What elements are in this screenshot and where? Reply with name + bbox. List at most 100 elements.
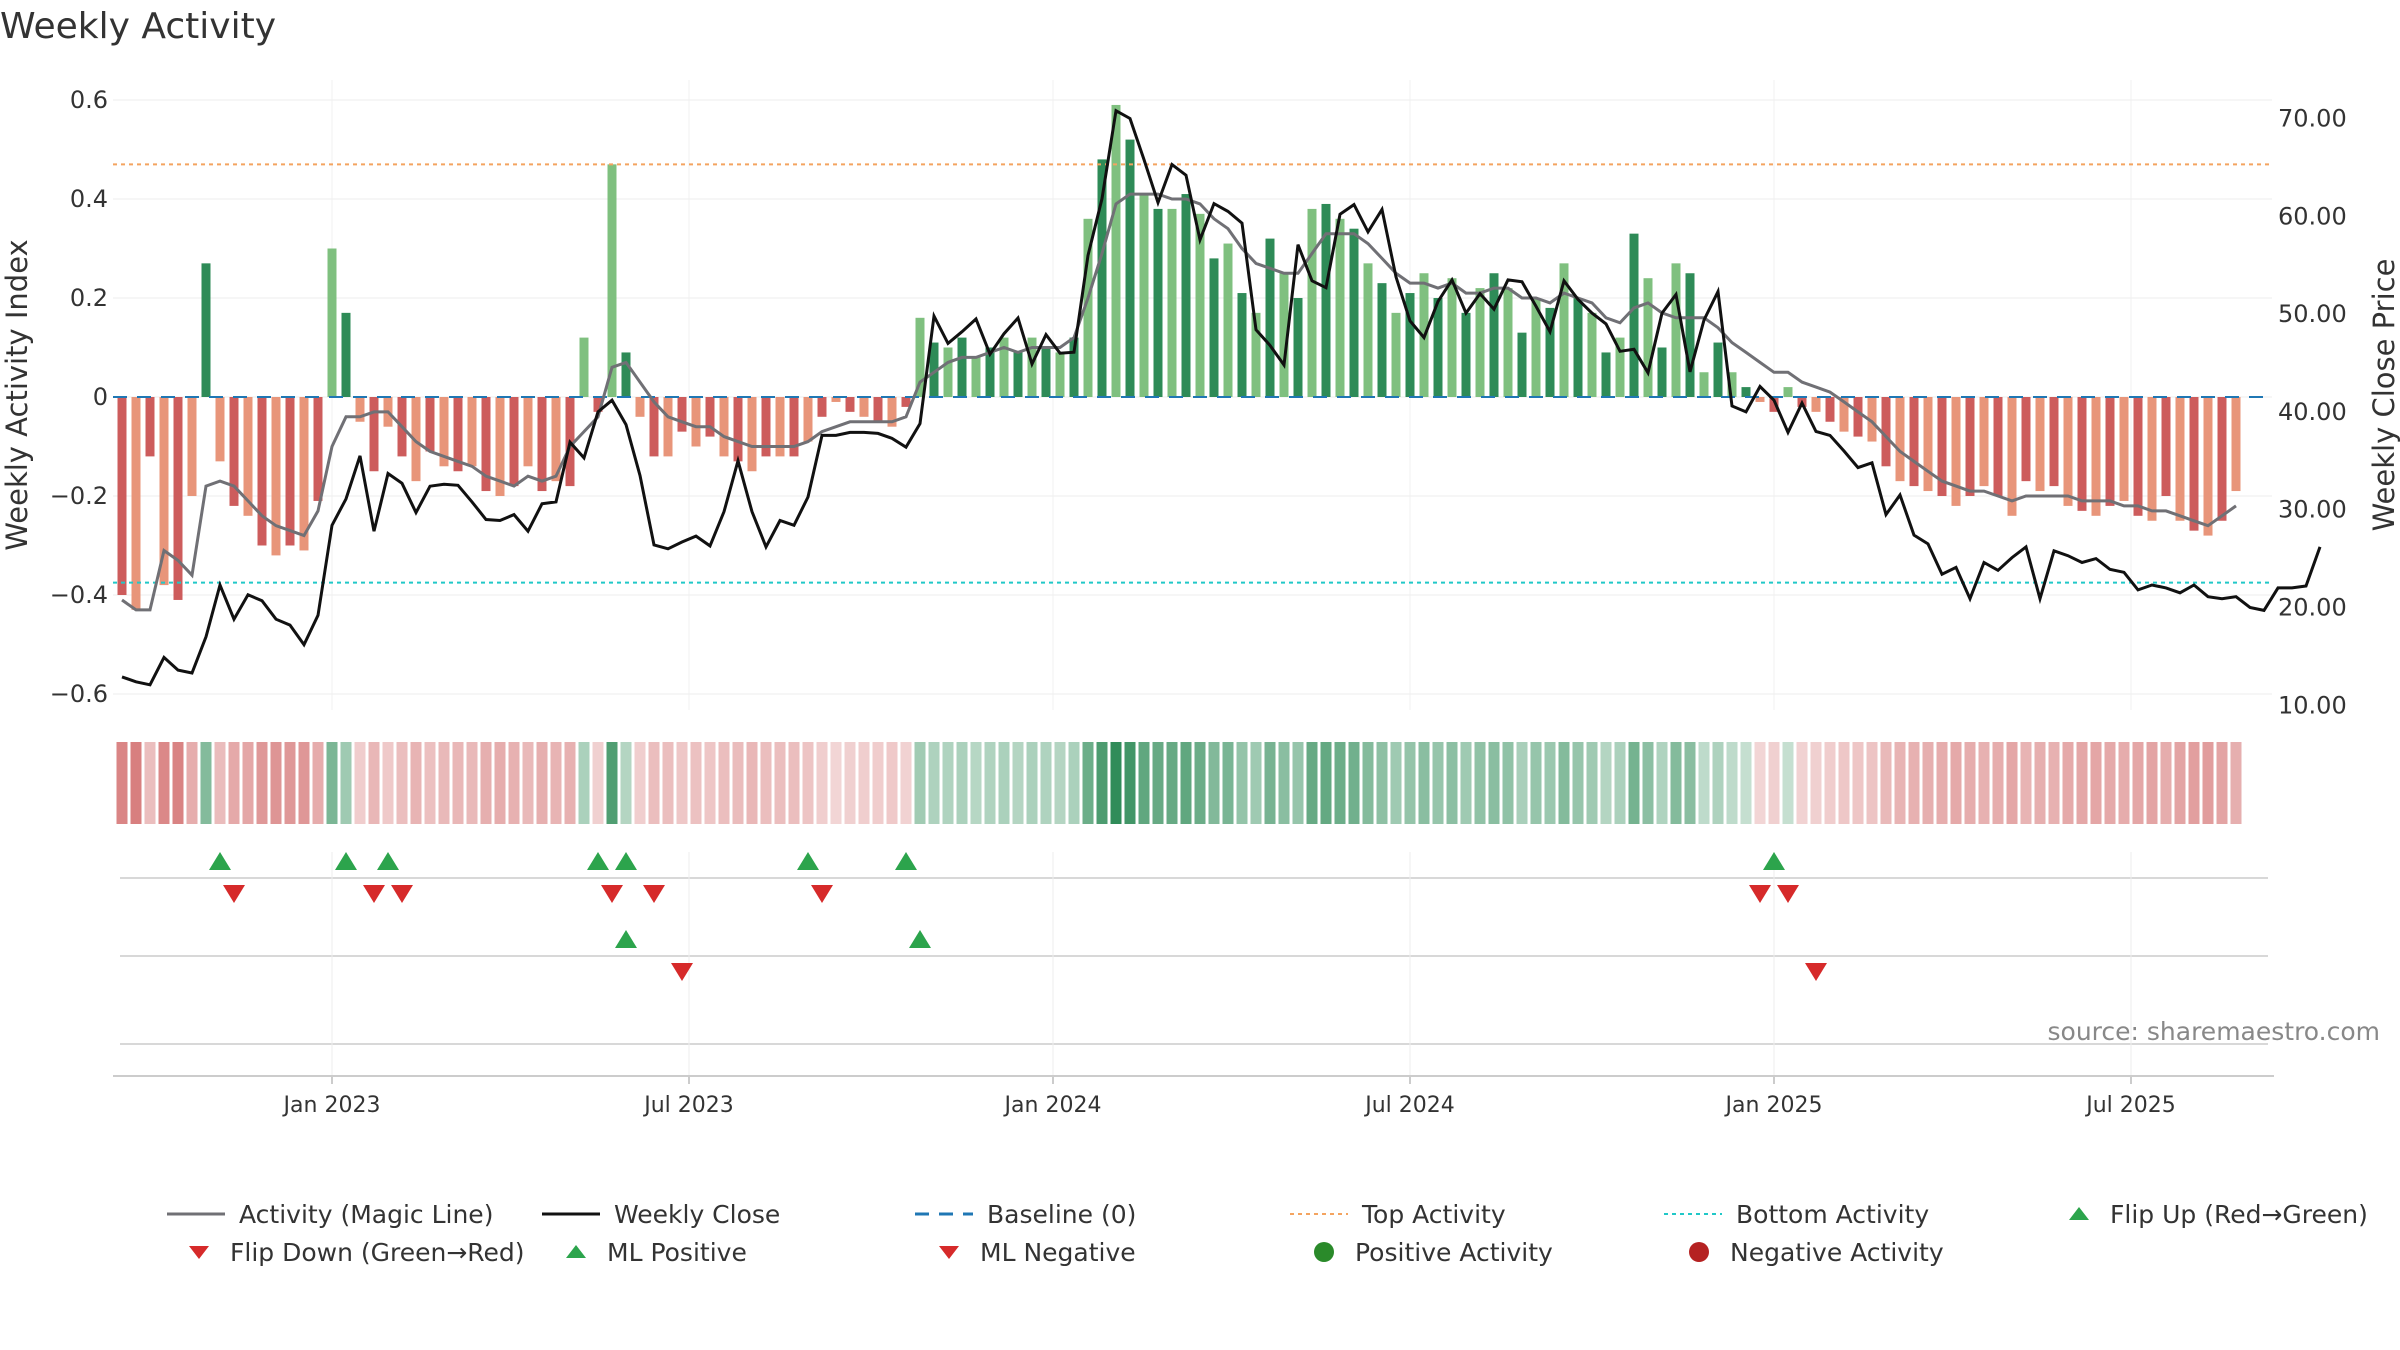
activity-bar: [425, 397, 435, 452]
heat-strip-cell: [186, 742, 198, 824]
activity-bar: [1433, 298, 1443, 397]
legend-label: Baseline (0): [987, 1199, 1137, 1229]
heat-strip-cell: [2020, 742, 2032, 824]
activity-bar: [1307, 208, 1317, 397]
heat-strip-cell: [564, 742, 576, 824]
heat-strip-cell: [1404, 742, 1416, 824]
heat-strip-cell: [2062, 742, 2074, 824]
activity-bar: [1097, 159, 1107, 397]
heat-strip-cell: [228, 742, 240, 824]
heat-strip-cell: [242, 742, 254, 824]
activity-bar: [2161, 397, 2171, 496]
activity-bar: [2175, 397, 2185, 521]
heat-strip-cell: [1530, 742, 1542, 824]
x-tick-label: Jan 2025: [1724, 1093, 1823, 1118]
flip-down-marker: [811, 885, 833, 903]
heat-strip-cell: [2104, 742, 2116, 824]
activity-bar: [271, 397, 281, 556]
activity-bar: [2217, 397, 2227, 521]
activity-bar: [1895, 397, 1905, 482]
heat-strip-cell: [2230, 742, 2242, 824]
heat-strip-cell: [1474, 742, 1486, 824]
heat-strip-cell: [1068, 742, 1080, 824]
cyan-dotted-line-icon: [1664, 1213, 1722, 1215]
weekly-close-line: [121, 108, 2322, 687]
activity-bar: [1559, 263, 1569, 397]
flip-up-marker: [895, 852, 917, 870]
heat-strip-cell: [1852, 742, 1864, 824]
activity-bar: [635, 397, 645, 417]
heat-strip-cell: [592, 742, 604, 824]
red-dot-icon: [1689, 1242, 1709, 1262]
activity-bar: [719, 397, 729, 457]
heat-strip-cell: [2132, 742, 2144, 824]
heat-strip-cell: [1096, 742, 1108, 824]
activity-bar: [1139, 194, 1149, 397]
heat-strip-cell: [1698, 742, 1710, 824]
activity-bar: [1223, 243, 1233, 397]
heat-strip-cell: [788, 742, 800, 824]
activity-bar: [1321, 203, 1331, 397]
activity-bar: [985, 347, 995, 397]
activity-bar: [327, 248, 337, 397]
activity-bar: [1181, 194, 1191, 397]
heat-strip-cell: [928, 742, 940, 824]
heat-strip-cell: [396, 742, 408, 824]
heat-strip-cell: [1782, 742, 1794, 824]
heat-strip-cell: [1670, 742, 1682, 824]
activity-bar: [2119, 397, 2129, 501]
activity-bar: [943, 347, 953, 397]
legend-item: Weekly Close: [540, 1196, 780, 1232]
heat-strip-cell: [1432, 742, 1444, 824]
legend-item: Activity (Magic Line): [165, 1196, 493, 1232]
heat-strip-cell: [718, 742, 730, 824]
heat-strip-cell: [144, 742, 156, 824]
heat-strip-cell: [536, 742, 548, 824]
flip-up-marker: [209, 852, 231, 870]
activity-bar: [663, 397, 673, 457]
heat-strip-cell: [1306, 742, 1318, 824]
activity-bar: [2091, 397, 2101, 516]
black-line-icon: [542, 1212, 600, 1216]
activity-bar: [649, 397, 659, 457]
activity-bar: [229, 397, 239, 506]
heat-strip-cell: [1488, 742, 1500, 824]
heat-strip-cell: [2034, 742, 2046, 824]
activity-bar: [467, 397, 477, 467]
activity-bar: [257, 397, 267, 546]
heat-strip-cell: [1348, 742, 1360, 824]
activity-bar: [1377, 283, 1387, 397]
heat-strip-cell: [480, 742, 492, 824]
heat-strip-cell: [466, 742, 478, 824]
activity-bar: [677, 397, 687, 432]
activity-bar: [299, 397, 309, 551]
heat-strip-cell: [690, 742, 702, 824]
activity-bar: [1447, 278, 1457, 397]
activity-bar: [201, 263, 211, 397]
orange-dotted-line-icon: [1290, 1213, 1348, 1215]
right-tick-label: 40.00: [2278, 398, 2347, 426]
heat-strip-cell: [1054, 742, 1066, 824]
activity-bar: [355, 397, 365, 422]
flip-down-marker: [391, 885, 413, 903]
heat-strip-cell: [1768, 742, 1780, 824]
heat-strip-cell: [368, 742, 380, 824]
activity-bar: [341, 312, 351, 397]
heat-strip-cell: [900, 742, 912, 824]
activity-bar: [859, 397, 869, 417]
activity-bar: [439, 397, 449, 467]
heat-strip-cell: [1082, 742, 1094, 824]
heat-strip-cell: [816, 742, 828, 824]
activity-bar: [971, 357, 981, 397]
activity-bar: [957, 337, 967, 397]
activity-bar: [313, 397, 323, 501]
activity-bar: [1531, 298, 1541, 397]
activity-bar: [1685, 273, 1695, 397]
heat-strip-cell: [312, 742, 324, 824]
activity-bar: [873, 397, 883, 422]
heat-strip-cell: [130, 742, 142, 824]
activity-bar: [173, 397, 183, 600]
weekly-activity-chart: Weekly Activity Weekly Activity Index We…: [0, 6, 2400, 1118]
heat-strip-cell: [1376, 742, 1388, 824]
activity-bar: [1349, 228, 1359, 397]
